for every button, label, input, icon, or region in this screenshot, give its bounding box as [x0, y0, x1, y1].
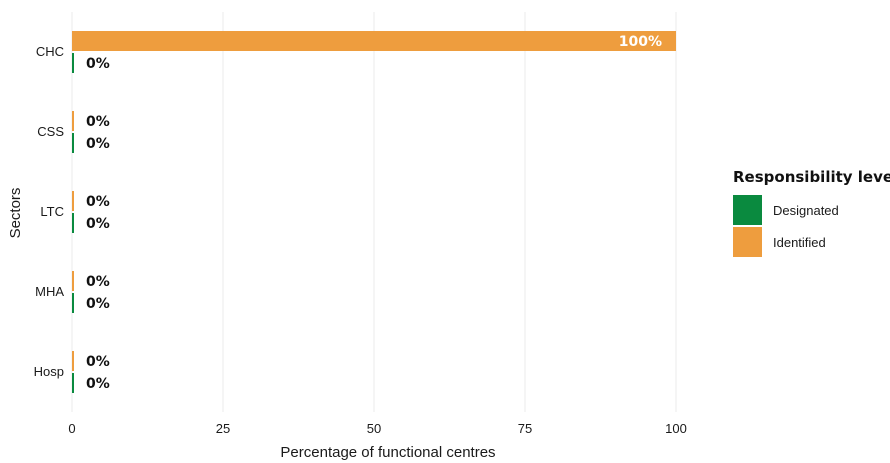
bar-designated-css	[72, 133, 74, 153]
data-label: 100%	[619, 34, 662, 50]
data-label: 0%	[86, 354, 110, 370]
data-labels: 100% 0% 0% 0% 0% 0% 0% 0% 0% 0%	[86, 34, 662, 392]
y-tick-label: CSS	[37, 124, 64, 139]
grid	[71, 12, 677, 412]
y-tick-labels: CHC CSS LTC MHA Hosp	[34, 44, 65, 379]
bar-identified-mha	[72, 271, 74, 291]
x-tick-label: 50	[367, 421, 381, 436]
data-label: 0%	[86, 216, 110, 232]
x-tick-label: 75	[518, 421, 532, 436]
bar-identified-css	[72, 111, 74, 131]
data-label: 0%	[86, 296, 110, 312]
x-tick-label: 25	[216, 421, 230, 436]
bar-designated-mha	[72, 293, 74, 313]
data-label: 0%	[86, 136, 110, 152]
legend-swatch-designated	[733, 195, 762, 225]
bar-identified-ltc	[72, 191, 74, 211]
legend-items: Designated Identified	[733, 195, 839, 257]
data-label: 0%	[86, 114, 110, 130]
legend-label-designated: Designated	[773, 203, 839, 218]
legend: Responsibility level Designated Identifie…	[733, 168, 890, 257]
data-label: 0%	[86, 376, 110, 392]
bar-identified-chc	[72, 31, 676, 51]
data-label: 0%	[86, 56, 110, 72]
x-axis-title: Percentage of functional centres	[280, 444, 495, 461]
legend-label-identified: Identified	[773, 235, 826, 250]
bars	[72, 31, 676, 393]
y-tick-label: CHC	[36, 44, 64, 59]
y-tick-label: MHA	[35, 284, 64, 299]
data-label: 0%	[86, 274, 110, 290]
bar-identified-hosp	[72, 351, 74, 371]
y-tick-label: Hosp	[34, 364, 64, 379]
bar-designated-chc	[72, 53, 74, 73]
bar-designated-hosp	[72, 373, 74, 393]
x-tick-label: 100	[665, 421, 687, 436]
legend-swatch-identified	[733, 227, 762, 257]
x-tick-label: 0	[68, 421, 75, 436]
data-label: 0%	[86, 194, 110, 210]
bar-designated-ltc	[72, 213, 74, 233]
x-tick-labels: 0 25 50 75 100	[68, 421, 686, 436]
legend-title: Responsibility level	[733, 168, 890, 186]
y-axis-title: Sectors	[7, 188, 24, 239]
y-tick-label: LTC	[40, 204, 64, 219]
